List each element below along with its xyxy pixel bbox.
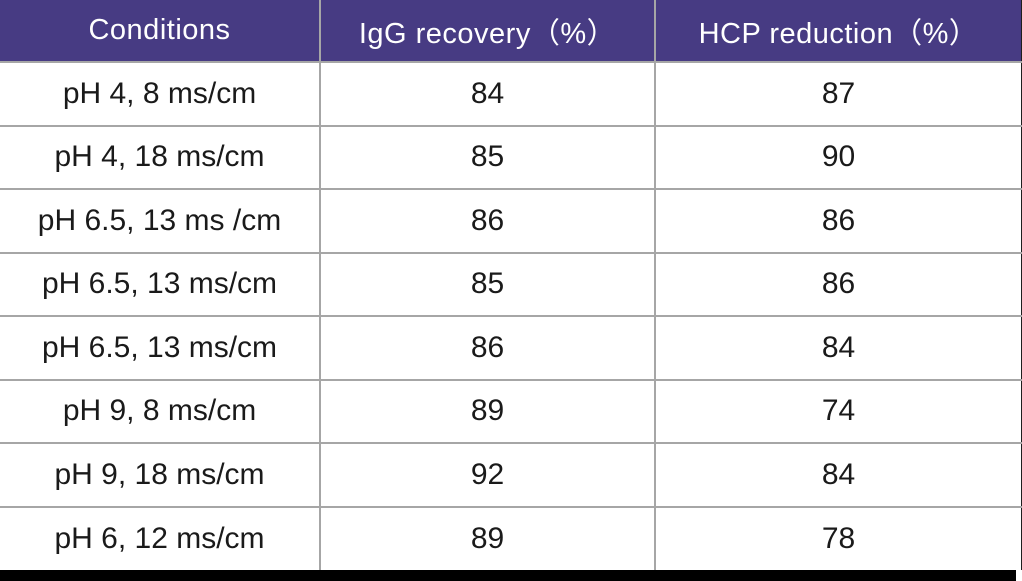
condition-cell: pH 9, 18 ms/cm bbox=[0, 442, 321, 508]
hcp-reduction-cell: 90 bbox=[654, 124, 1022, 190]
igg-recovery-cell: 89 bbox=[319, 378, 656, 444]
table-row: pH 6.5, 13 ms/cm 85 86 bbox=[0, 251, 1022, 317]
hcp-reduction-cell: 87 bbox=[654, 61, 1022, 127]
igg-recovery-cell: 89 bbox=[319, 505, 656, 570]
hcp-reduction-cell: 84 bbox=[654, 442, 1022, 508]
condition-cell: pH 6.5, 13 ms/cm bbox=[0, 315, 321, 381]
igg-recovery-cell: 86 bbox=[319, 188, 656, 254]
header-row: Conditions IgG recovery（%） HCP reduction… bbox=[0, 0, 1022, 63]
hcp-reduction-cell: 86 bbox=[654, 251, 1022, 317]
igg-recovery-cell: 85 bbox=[319, 124, 656, 190]
igg-recovery-cell: 92 bbox=[319, 442, 656, 508]
table-row: pH 9, 8 ms/cm 89 74 bbox=[0, 378, 1022, 444]
column-header-conditions: Conditions bbox=[0, 0, 321, 63]
condition-cell: pH 9, 8 ms/cm bbox=[0, 378, 321, 444]
condition-cell: pH 6.5, 13 ms /cm bbox=[0, 188, 321, 254]
column-header-hcp-reduction: HCP reduction（%） bbox=[654, 0, 1022, 63]
condition-cell: pH 4, 8 ms/cm bbox=[0, 61, 321, 127]
hcp-reduction-cell: 86 bbox=[654, 188, 1022, 254]
table-row: pH 6.5, 13 ms /cm 86 86 bbox=[0, 188, 1022, 254]
table-row: pH 6, 12 ms/cm 89 78 bbox=[0, 505, 1022, 570]
igg-recovery-cell: 84 bbox=[319, 61, 656, 127]
igg-recovery-cell: 86 bbox=[319, 315, 656, 381]
column-header-igg-recovery: IgG recovery（%） bbox=[319, 0, 656, 63]
table-row: pH 6.5, 13 ms/cm 86 84 bbox=[0, 315, 1022, 381]
table-row: pH 9, 18 ms/cm 92 84 bbox=[0, 442, 1022, 508]
table-row: pH 4, 8 ms/cm 84 87 bbox=[0, 61, 1022, 127]
table-row: pH 4, 18 ms/cm 85 90 bbox=[0, 124, 1022, 190]
condition-cell: pH 6, 12 ms/cm bbox=[0, 505, 321, 570]
igg-recovery-cell: 85 bbox=[319, 251, 656, 317]
bottom-border-bar bbox=[0, 570, 1016, 581]
hcp-reduction-cell: 78 bbox=[654, 505, 1022, 570]
condition-cell: pH 6.5, 13 ms/cm bbox=[0, 251, 321, 317]
hcp-reduction-cell: 74 bbox=[654, 378, 1022, 444]
hcp-reduction-cell: 84 bbox=[654, 315, 1022, 381]
condition-cell: pH 4, 18 ms/cm bbox=[0, 124, 321, 190]
